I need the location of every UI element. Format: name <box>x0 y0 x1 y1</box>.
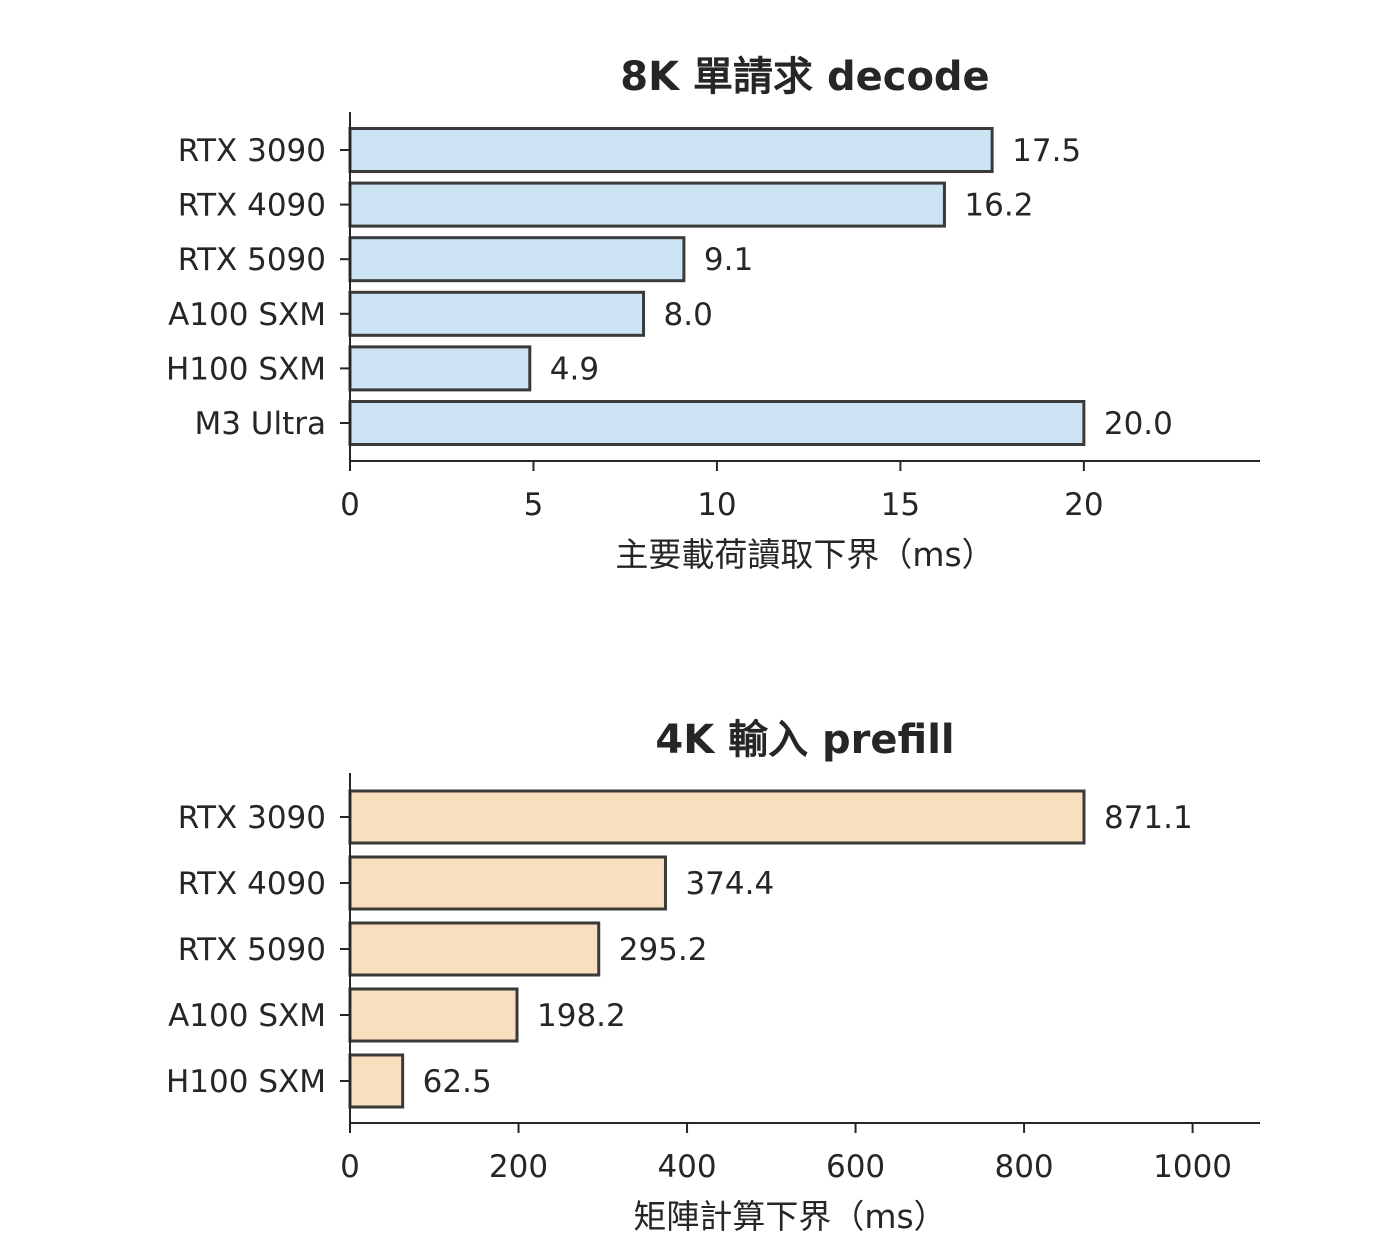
bar <box>348 345 532 392</box>
bar <box>348 789 1086 845</box>
data-label: 17.5 <box>1012 133 1081 169</box>
data-label: 62.5 <box>423 1064 492 1100</box>
y-tick-label: RTX 3090 <box>178 133 326 169</box>
y-tick-label: H100 SXM <box>166 1064 326 1100</box>
bar <box>348 921 601 977</box>
bar <box>348 290 646 337</box>
bar <box>348 181 946 228</box>
bar <box>348 855 667 911</box>
y-tick-label: H100 SXM <box>166 351 326 387</box>
y-tick-label: A100 SXM <box>168 998 326 1034</box>
y-tick-label: RTX 4090 <box>178 188 326 224</box>
prefill-chart-panel: 4K 輸入 prefill 矩陣計算下界（ms） 871.1 RTX 3090 37… <box>166 717 1260 1236</box>
chart-title: 4K 輸入 prefill <box>655 717 954 763</box>
bar <box>348 400 1086 446</box>
bar <box>348 127 994 173</box>
x-axis-label: 矩陣計算下界（ms） <box>633 1197 946 1236</box>
data-label: 8.0 <box>664 297 713 333</box>
data-label: 16.2 <box>964 188 1033 224</box>
y-tick-label: A100 SXM <box>168 297 326 333</box>
chart-title: 8K 單請求 decode <box>620 54 989 100</box>
y-tick-label: RTX 5090 <box>178 242 326 278</box>
x-tick-label: 15 <box>881 487 920 523</box>
bar <box>348 1053 405 1109</box>
data-label: 4.9 <box>550 351 599 387</box>
x-tick-label: 600 <box>826 1149 885 1185</box>
x-tick-label: 400 <box>657 1149 716 1185</box>
data-label: 374.4 <box>685 866 774 902</box>
decode-chart-panel: 8K 單請求 decode 主要載荷讀取下界（ms） 17.5 RTX 3090 1… <box>166 54 1260 574</box>
y-tick-label: RTX 5090 <box>178 932 326 968</box>
x-tick-label: 20 <box>1064 487 1103 523</box>
data-label: 198.2 <box>537 998 626 1034</box>
data-label: 295.2 <box>619 932 708 968</box>
x-tick-label: 200 <box>489 1149 548 1185</box>
x-tick-label: 0 <box>340 487 360 523</box>
x-axis-label: 主要載荷讀取下界（ms） <box>615 535 994 574</box>
data-label: 9.1 <box>704 242 753 278</box>
x-tick-label: 1000 <box>1153 1149 1232 1185</box>
x-tick-label: 10 <box>697 487 736 523</box>
x-tick-label: 5 <box>524 487 544 523</box>
x-tick-label: 0 <box>340 1149 360 1185</box>
data-label: 871.1 <box>1104 800 1193 836</box>
y-tick-label: RTX 3090 <box>178 800 326 836</box>
data-label: 20.0 <box>1104 406 1173 442</box>
y-tick-label: RTX 4090 <box>178 866 326 902</box>
bar <box>348 987 519 1043</box>
x-tick-label: 800 <box>994 1149 1053 1185</box>
y-tick-label: M3 Ultra <box>194 406 326 442</box>
bar <box>348 236 686 283</box>
